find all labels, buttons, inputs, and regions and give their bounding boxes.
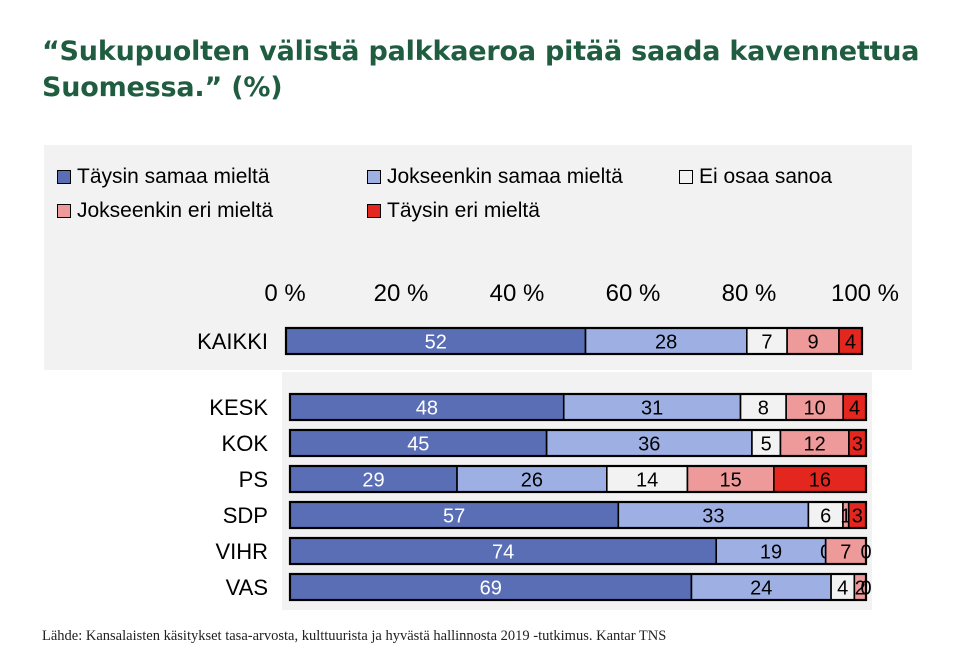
legend-item-ei-osaa: Ei osaa sanoa xyxy=(679,164,832,190)
x-tick-label: 60 % xyxy=(606,280,661,307)
data-label: 10 xyxy=(804,398,826,420)
data-label: 5 xyxy=(761,434,772,456)
data-label: 14 xyxy=(636,470,658,492)
x-tick-label: 80 % xyxy=(722,280,777,307)
data-label: 1 xyxy=(840,506,851,528)
bar-segment xyxy=(739,393,787,421)
data-label: 7 xyxy=(761,332,772,354)
legend-item-jokseenkin-samaa: Jokseenkin samaa mieltä xyxy=(367,164,623,190)
legend-label: Jokseenkin samaa mieltä xyxy=(387,165,623,188)
bar-outline xyxy=(288,536,868,566)
bar-segment xyxy=(807,501,844,529)
bar-outline xyxy=(288,572,868,602)
x-tick-label: 40 % xyxy=(490,280,545,307)
data-label: 69 xyxy=(480,578,502,600)
data-label: 16 xyxy=(809,470,831,492)
chart-title: “Sukupuolten välistä palkkaeroa pitää sa… xyxy=(42,36,920,103)
category-label: SDP xyxy=(223,503,268,528)
data-label: 15 xyxy=(720,470,742,492)
x-tick-label: 100 % xyxy=(831,280,899,307)
legend-item-taysin-eri: Täysin eri mieltä xyxy=(367,198,540,224)
legend-swatch xyxy=(679,170,693,184)
data-label: 7 xyxy=(840,542,851,564)
data-label: 6 xyxy=(820,506,831,528)
data-label: 28 xyxy=(655,332,677,354)
bar-segment xyxy=(824,537,867,565)
bar-outline xyxy=(284,326,864,356)
legend-label: Jokseenkin eri mieltä xyxy=(77,199,274,222)
source-note: Lähde: Kansalaisten käsitykset tasa-arvo… xyxy=(42,628,667,644)
data-label: 8 xyxy=(758,398,769,420)
data-label: 57 xyxy=(443,506,465,528)
bar-segment xyxy=(289,429,548,457)
bar-segment xyxy=(545,429,753,457)
category-label: VIHR xyxy=(215,539,268,564)
data-label: 2 xyxy=(855,578,866,600)
legend-swatch xyxy=(57,204,71,218)
bar-outline xyxy=(288,428,868,458)
data-label: 33 xyxy=(702,506,724,528)
category-label: KAIKKI xyxy=(197,329,268,354)
data-label: 4 xyxy=(849,398,860,420)
legend-swatch xyxy=(367,204,381,218)
data-label: 12 xyxy=(804,434,826,456)
data-label: 3 xyxy=(852,434,863,456)
legend-swatch xyxy=(367,170,381,184)
data-label: 26 xyxy=(521,470,543,492)
category-label: VAS xyxy=(226,575,268,600)
legend-item-taysin-samaa: Täysin samaa mieltä xyxy=(57,164,270,190)
data-label: 4 xyxy=(837,578,848,600)
bar-outline xyxy=(288,500,868,530)
data-label: 29 xyxy=(362,470,384,492)
category-label: KESK xyxy=(209,395,268,420)
bar-outline xyxy=(288,464,868,494)
legend-label: Täysin samaa mieltä xyxy=(77,165,270,188)
data-label: 19 xyxy=(760,542,782,564)
data-label: 48 xyxy=(416,398,438,420)
category-label: KOK xyxy=(222,431,269,456)
legend-item-jokseenkin-eri: Jokseenkin eri mieltä xyxy=(57,198,273,224)
legend-label: Täysin eri mieltä xyxy=(387,199,540,222)
data-label: 3 xyxy=(852,506,863,528)
bar-segment xyxy=(584,327,748,355)
data-label: 9 xyxy=(807,332,818,354)
data-label: 24 xyxy=(750,578,772,600)
data-label: 4 xyxy=(845,332,856,354)
data-label: 74 xyxy=(492,542,514,564)
data-label: 52 xyxy=(425,332,447,354)
bar-segment xyxy=(785,393,844,421)
legend-label: Ei osaa sanoa xyxy=(699,165,833,188)
legend-swatch xyxy=(57,170,71,184)
x-tick-label: 0 % xyxy=(264,280,305,307)
data-label: 31 xyxy=(641,398,663,420)
data-label: 36 xyxy=(638,434,660,456)
x-tick-label: 20 % xyxy=(374,280,429,307)
data-label: 45 xyxy=(407,434,429,456)
bar-outline xyxy=(288,392,868,422)
category-label: PS xyxy=(239,467,268,492)
